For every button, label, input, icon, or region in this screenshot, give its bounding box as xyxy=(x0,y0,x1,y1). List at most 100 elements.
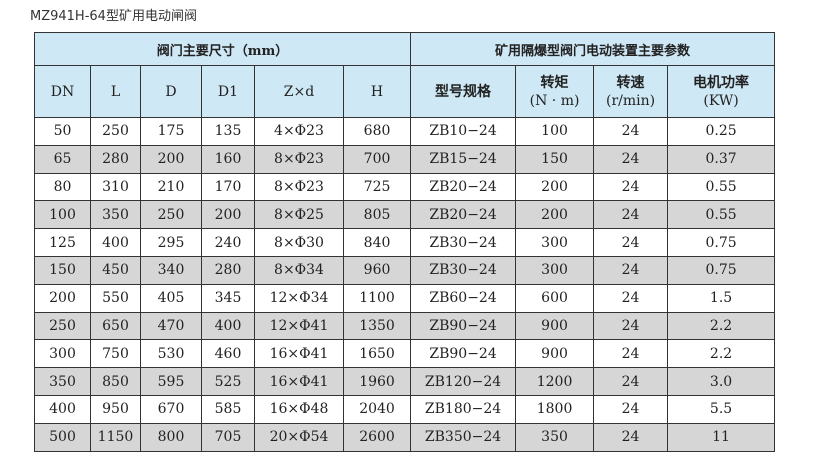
table-cell: 0.25 xyxy=(667,117,776,146)
column-header-label: DN xyxy=(50,83,75,100)
table-cell: 340 xyxy=(140,255,202,285)
table-cell: 200 xyxy=(201,200,255,230)
table-cell: 850 xyxy=(90,367,141,396)
group-header-valve-dimensions: 阀门主要尺寸（mm） xyxy=(33,32,412,66)
table-cell: 300 xyxy=(34,339,91,369)
table-cell: 200 xyxy=(140,144,202,174)
table-cell: 2600 xyxy=(342,422,412,452)
table-cell: 600 xyxy=(515,283,595,313)
table-cell: 12×Φ34 xyxy=(254,283,344,313)
table-cell: 2040 xyxy=(342,394,412,424)
table-cell: 400 xyxy=(201,311,255,341)
column-header: 转速 (r/min) xyxy=(593,65,669,118)
table-row: 100 350 250 200 8×Φ25 805 ZB20−24 200 24 0.55 xyxy=(34,200,776,230)
table-cell: 24 xyxy=(593,200,669,230)
table-cell: ZB350−24 xyxy=(410,422,517,452)
table-cell: 0.37 xyxy=(667,144,776,174)
table-cell: 350 xyxy=(90,200,141,230)
table-cell: 525 xyxy=(201,367,255,396)
table-cell: 800 xyxy=(140,422,202,452)
table-cell: 950 xyxy=(90,394,141,424)
table-cell: 705 xyxy=(201,422,255,452)
table-row: 400 950 670 585 16×Φ48 2040 ZB180−24 1800 24 5.5 xyxy=(34,394,776,424)
table-cell: 900 xyxy=(515,339,595,369)
column-header-unit: (N · m) xyxy=(529,92,580,109)
table-row: 80 310 210 170 8×Φ23 725 ZB20−24 200 24 0.55 xyxy=(34,172,776,202)
table-cell: 135 xyxy=(201,117,255,146)
table-cell: 8×Φ34 xyxy=(254,255,344,285)
table-row: 125 400 295 240 8×Φ30 840 ZB30−24 300 24 0.75 xyxy=(34,228,776,257)
column-header: 型号规格 xyxy=(410,65,517,118)
table-cell: 960 xyxy=(342,255,412,285)
table-cell: 595 xyxy=(140,367,202,396)
table-cell: 16×Φ41 xyxy=(254,339,344,369)
column-header-unit: (r/min) xyxy=(605,92,656,109)
column-header-unit: (KW) xyxy=(703,92,739,109)
table-cell: 24 xyxy=(593,422,669,452)
column-header-label: 型号规格 xyxy=(435,83,492,100)
table-cell: 2.2 xyxy=(667,339,776,369)
table-cell: 8×Φ23 xyxy=(254,144,344,174)
table-cell: 280 xyxy=(201,255,255,285)
table-cell: 1350 xyxy=(342,311,412,341)
column-header: L xyxy=(90,65,141,118)
table-cell: ZB30−24 xyxy=(410,255,517,285)
table-cell: 24 xyxy=(593,255,669,285)
table-cell: 300 xyxy=(515,255,595,285)
table-cell: 24 xyxy=(593,117,669,146)
table-cell: 650 xyxy=(90,311,141,341)
table-cell: 24 xyxy=(593,144,669,174)
table-cell: 0.75 xyxy=(667,228,776,257)
table-cell: 200 xyxy=(34,283,91,313)
table-cell: 11 xyxy=(667,422,776,452)
table-cell: 160 xyxy=(201,144,255,174)
table-cell: 1150 xyxy=(90,422,141,452)
table-cell: 8×Φ30 xyxy=(254,228,344,257)
table-cell: ZB90−24 xyxy=(410,311,517,341)
table-cell: 0.55 xyxy=(667,172,776,202)
table-row: 150 450 340 280 8×Φ34 960 ZB30−24 300 24 0.75 xyxy=(34,255,776,285)
table-cell: 100 xyxy=(34,200,91,230)
table-cell: 725 xyxy=(342,172,412,202)
column-header-label: Z×d xyxy=(283,83,315,100)
column-header: 电机功率 (KW) xyxy=(667,65,776,118)
table-cell: 8×Φ25 xyxy=(254,200,344,230)
column-header-label: 转速 xyxy=(616,74,645,91)
table-cell: 16×Φ48 xyxy=(254,394,344,424)
table-cell: ZB180−24 xyxy=(410,394,517,424)
table-cell: 1200 xyxy=(515,367,595,396)
column-header-label: 电机功率 xyxy=(693,74,750,91)
table-cell: 24 xyxy=(593,172,669,202)
table-cell: 1.5 xyxy=(667,283,776,313)
table-cell: 680 xyxy=(342,117,412,146)
table-cell: 400 xyxy=(90,228,141,257)
table-cell: 200 xyxy=(515,172,595,202)
table-cell: 250 xyxy=(34,311,91,341)
table-cell: 400 xyxy=(34,394,91,424)
table-cell: 20×Φ54 xyxy=(254,422,344,452)
table-cell: 530 xyxy=(140,339,202,369)
table-cell: 170 xyxy=(201,172,255,202)
table-cell: 50 xyxy=(34,117,91,146)
table-cell: 500 xyxy=(34,422,91,452)
table-cell: 470 xyxy=(140,311,202,341)
page-title: MZ941H-64型矿用电动闸阀 xyxy=(30,9,197,24)
table-cell: 240 xyxy=(201,228,255,257)
table-cell: 0.55 xyxy=(667,200,776,230)
column-header-label: D1 xyxy=(217,83,239,100)
table-row: 200 550 405 345 12×Φ34 1100 ZB60−24 600 24 1.5 xyxy=(34,283,776,313)
table-cell: 460 xyxy=(201,339,255,369)
column-header-label: H xyxy=(370,83,384,100)
table-cell: ZB90−24 xyxy=(410,339,517,369)
table-cell: 550 xyxy=(90,283,141,313)
table-cell: 200 xyxy=(515,200,595,230)
table-cell: 1960 xyxy=(342,367,412,396)
table-cell: 345 xyxy=(201,283,255,313)
table-cell: ZB15−24 xyxy=(410,144,517,174)
table-row: 250 650 470 400 12×Φ41 1350 ZB90−24 900 24 2.2 xyxy=(34,311,776,341)
column-header-label: 转矩 xyxy=(540,74,569,91)
table-cell: 1100 xyxy=(342,283,412,313)
table-cell: 670 xyxy=(140,394,202,424)
column-header: H xyxy=(342,65,412,118)
table-cell: 900 xyxy=(515,311,595,341)
